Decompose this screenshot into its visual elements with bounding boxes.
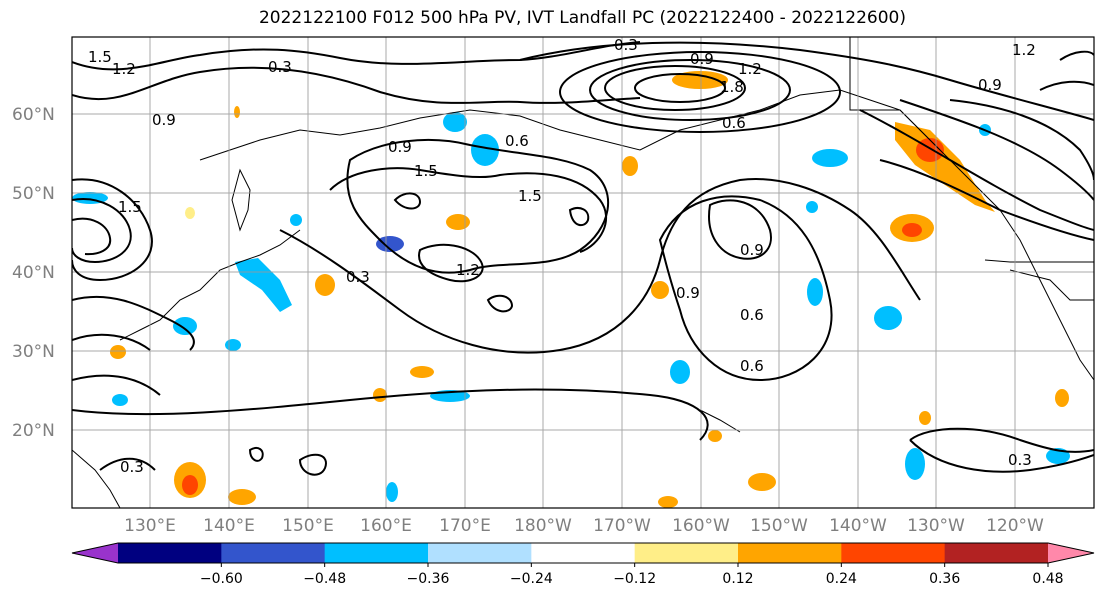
contour-label: 0.9 <box>978 76 1002 94</box>
lon-label: 170°E <box>439 516 491 536</box>
contour-label: 1.5 <box>118 198 142 216</box>
lon-label: 160°E <box>360 516 412 536</box>
contour-label: 0.3 <box>346 268 370 286</box>
contour-label: 1.8 <box>720 78 744 96</box>
latitude-labels: 60°N 50°N 40°N 30°N 20°N <box>12 105 55 441</box>
lat-label: 20°N <box>12 421 55 441</box>
longitude-labels: 130°E 140°E 150°E 160°E 170°E 180°W 170°… <box>124 516 1044 536</box>
contour-label: 0.3 <box>614 36 638 54</box>
lon-label: 150°W <box>750 516 808 536</box>
lon-label: 130°W <box>907 516 965 536</box>
lon-label: 130°E <box>124 516 176 536</box>
colorbar-segment <box>841 543 946 563</box>
contour-label: 0.6 <box>740 357 764 375</box>
contour-label: 0.3 <box>1008 451 1032 469</box>
contour-label: 0.9 <box>388 138 412 156</box>
contour-label: 0.6 <box>505 132 529 150</box>
contour-label: 0.6 <box>722 114 746 132</box>
contour-label: 1.2 <box>456 261 480 279</box>
contour-label: 1.5 <box>414 162 438 180</box>
lon-label: 140°E <box>203 516 255 536</box>
map-title: 2022122100 F012 500 hPa PV, IVT Landfall… <box>258 8 906 28</box>
lon-label: 120°W <box>986 516 1044 536</box>
colorbar-segment <box>531 543 636 563</box>
contour-label: 1.2 <box>112 60 136 78</box>
lon-label: 160°W <box>672 516 730 536</box>
lon-label: 150°E <box>282 516 334 536</box>
colorbar-tick-label: 0.48 <box>1032 571 1063 587</box>
colorbar-tick-label: −0.12 <box>613 571 656 587</box>
contour-label: 1.2 <box>738 60 762 78</box>
colorbar-extend-min <box>72 543 118 563</box>
colorbar-tick-label: 0.12 <box>722 571 753 587</box>
graticule <box>72 37 1094 508</box>
colorbar-tick-label: −0.48 <box>303 571 346 587</box>
colorbar-outline <box>71 542 1095 564</box>
contour-label: 1.5 <box>518 187 542 205</box>
colorbar-tick-label: −0.36 <box>407 571 450 587</box>
colorbar-tick-label: −0.60 <box>200 571 243 587</box>
colorbar: −0.60 −0.48 −0.36 −0.24 −0.12 0.12 0.24 0.36 0.4… <box>71 542 1095 587</box>
contour-label: 0.9 <box>152 111 176 129</box>
colorbar-segment <box>944 543 1049 563</box>
contour-label: 0.9 <box>676 284 700 302</box>
contour-label: 0.9 <box>690 50 714 68</box>
lat-label: 30°N <box>12 342 55 362</box>
colorbar-segment <box>324 543 429 563</box>
colorbar-tick-label: 0.24 <box>826 571 857 587</box>
colorbar-segment <box>221 543 326 563</box>
colorbar-extend-max <box>1048 543 1094 563</box>
colorbar-segment <box>738 543 842 563</box>
lat-label: 60°N <box>12 105 55 125</box>
map-frame <box>71 36 1095 509</box>
colorbar-segment <box>634 543 739 563</box>
lat-label: 50°N <box>12 184 55 204</box>
contour-label: 0.9 <box>740 241 764 259</box>
contour-label: 1.5 <box>88 48 112 66</box>
contour-label: 0.6 <box>740 306 764 324</box>
lon-label: 140°W <box>829 516 887 536</box>
colorbar-segment <box>118 543 222 563</box>
pv-contours <box>72 41 1094 476</box>
lon-label: 180°W <box>514 516 572 536</box>
contour-label: 0.3 <box>268 58 292 76</box>
colorbar-tick-label: −0.24 <box>510 571 553 587</box>
positive-anomaly-shading <box>110 71 1069 508</box>
colorbar-tick-label: 0.36 <box>929 571 960 587</box>
contour-labels: 1.5 1.2 0.3 0.3 0.9 1.2 1.8 0.6 0.9 1.2 … <box>88 36 1036 476</box>
colorbar-segment <box>428 543 532 563</box>
lat-label: 40°N <box>12 263 55 283</box>
contour-label: 0.3 <box>120 458 144 476</box>
contour-label: 1.2 <box>1012 41 1036 59</box>
lon-label: 170°W <box>593 516 651 536</box>
